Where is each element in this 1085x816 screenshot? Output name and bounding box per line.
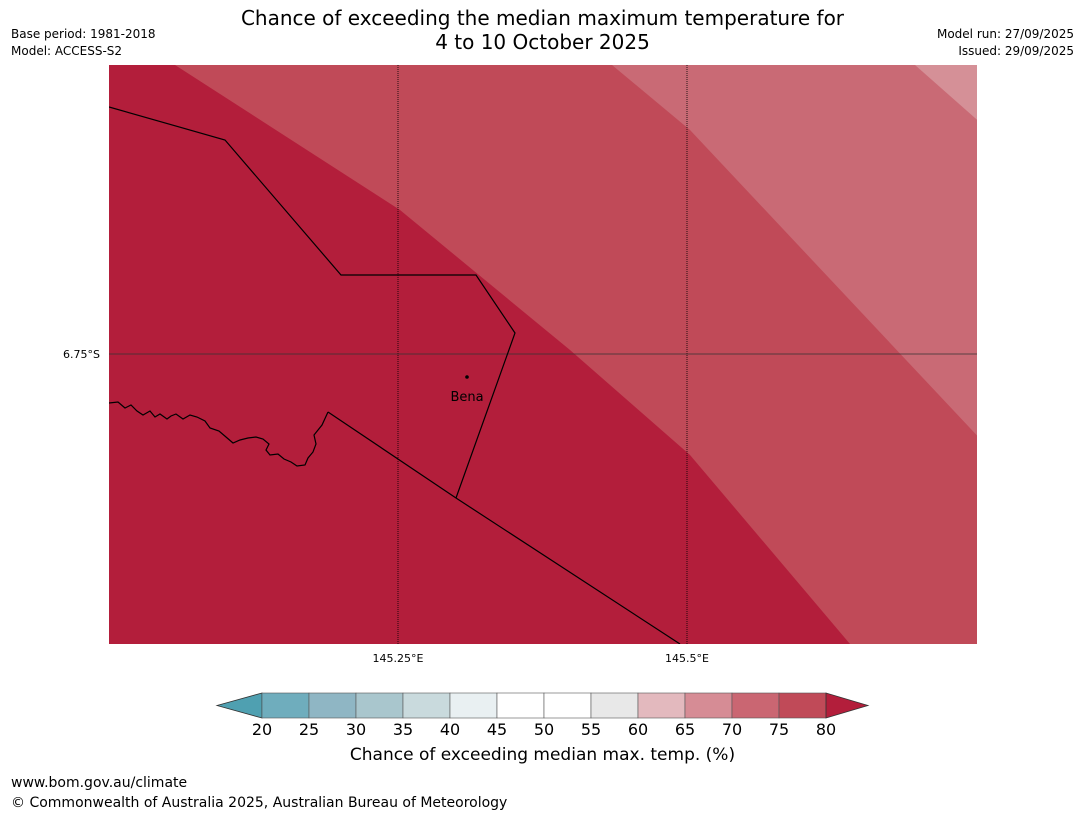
- place-label-bena: Bena: [450, 390, 483, 405]
- map-title: Chance of exceeding the median maximum t…: [0, 6, 1085, 54]
- footer-url: www.bom.gov.au/climate: [11, 775, 188, 791]
- colorbar-segment: [496, 692, 545, 719]
- lon-label-145-25: 145.25°E: [373, 652, 424, 665]
- band-65: [915, 65, 977, 120]
- colorbar-tick-label: 65: [674, 720, 696, 739]
- issued-date: Issued: 29/09/2025: [958, 44, 1074, 58]
- colorbar: [215, 692, 870, 719]
- coastline: [109, 401, 329, 467]
- base-period: Base period: 1981-2018: [11, 27, 156, 41]
- colorbar-tick-label: 20: [251, 720, 273, 739]
- colorbar-segment: [637, 692, 686, 719]
- colorbar-segment: [543, 692, 592, 719]
- colorbar-segment: [308, 692, 357, 719]
- colorbar-low-arrow: [215, 692, 263, 719]
- title-line-2: 4 to 10 October 2025: [435, 30, 650, 54]
- footer-copyright: © Commonwealth of Australia 2025, Austra…: [11, 795, 508, 811]
- colorbar-title: Chance of exceeding median max. temp. (%…: [349, 745, 736, 765]
- colorbar-segment: [402, 692, 451, 719]
- band-70: [612, 65, 977, 436]
- bena-marker: [465, 375, 469, 379]
- model-name: Model: ACCESS-S2: [11, 44, 123, 58]
- colorbar-segment: [449, 692, 498, 719]
- lon-label-145-5: 145.5°E: [665, 652, 709, 665]
- colorbar-tick-label: 70: [721, 720, 743, 739]
- lat-label: 6.75°S: [63, 348, 100, 361]
- colorbar-tick-label: 75: [768, 720, 790, 739]
- colorbar-tick-label: 55: [580, 720, 602, 739]
- model-run: Model run: 27/09/2025: [936, 27, 1074, 41]
- colorbar-segment: [590, 692, 639, 719]
- colorbar-segment: [778, 692, 827, 719]
- colorbar-tick-label: 30: [345, 720, 367, 739]
- colorbar-tick-label: 50: [533, 720, 555, 739]
- colorbar-tick-label: 60: [627, 720, 649, 739]
- colorbar-tick-label: 80: [815, 720, 837, 739]
- colorbar-high-arrow: [825, 692, 870, 719]
- colorbar-segment: [684, 692, 733, 719]
- meta-right: Model run: 27/09/2025 Issued: 29/09/2025: [937, 26, 1074, 60]
- title-line-1: Chance of exceeding the median maximum t…: [240, 6, 845, 30]
- colorbar-segment: [261, 692, 310, 719]
- meta-left: Base period: 1981-2018 Model: ACCESS-S2: [11, 26, 156, 60]
- colorbar-tick-label: 35: [392, 720, 414, 739]
- colorbar-tick-label: 45: [486, 720, 508, 739]
- district-boundary: [327, 411, 681, 644]
- colorbar-tick-label: 25: [298, 720, 320, 739]
- colorbar-tick-label: 40: [439, 720, 461, 739]
- province-boundary: [109, 106, 516, 499]
- colorbar-segment: [731, 692, 780, 719]
- colorbar-segment: [355, 692, 404, 719]
